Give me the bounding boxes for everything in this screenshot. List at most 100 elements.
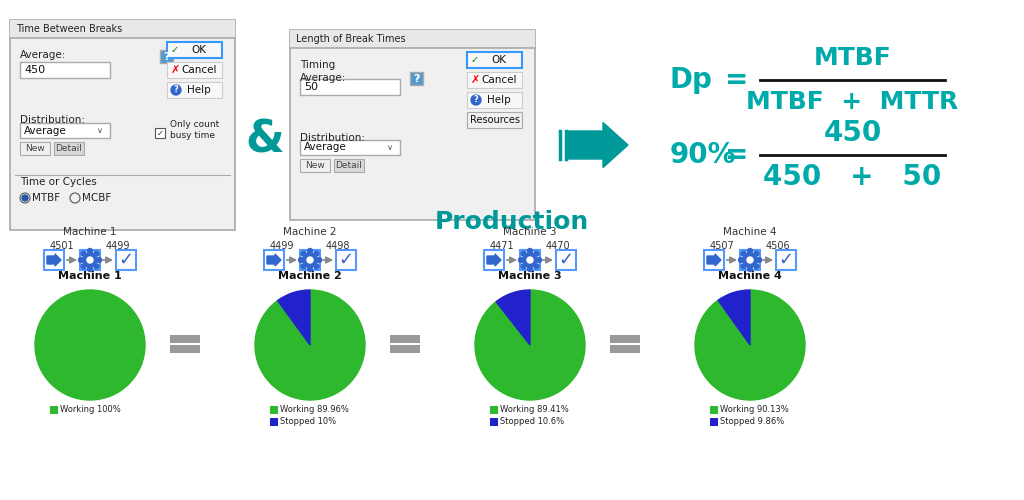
FancyBboxPatch shape <box>264 250 284 270</box>
Text: ✓: ✓ <box>339 251 353 269</box>
Wedge shape <box>35 290 145 400</box>
Circle shape <box>748 248 753 254</box>
FancyBboxPatch shape <box>610 335 640 343</box>
Text: Working 89.96%: Working 89.96% <box>280 406 349 414</box>
Text: ?: ? <box>414 74 420 84</box>
FancyBboxPatch shape <box>390 335 420 343</box>
Text: Machine 3: Machine 3 <box>499 271 562 281</box>
FancyBboxPatch shape <box>520 250 540 270</box>
FancyBboxPatch shape <box>290 30 535 220</box>
Text: &: & <box>246 118 285 162</box>
Text: Machine 2: Machine 2 <box>279 271 342 281</box>
Text: MCBF: MCBF <box>82 193 112 203</box>
Wedge shape <box>695 290 805 400</box>
FancyBboxPatch shape <box>54 142 84 155</box>
Text: 450   +   50: 450 + 50 <box>763 163 942 191</box>
Text: Average: Average <box>304 142 347 152</box>
Text: 450: 450 <box>24 65 45 75</box>
Text: Cancel: Cancel <box>181 65 217 75</box>
FancyBboxPatch shape <box>80 250 100 270</box>
FancyArrow shape <box>267 254 281 266</box>
FancyBboxPatch shape <box>170 345 200 353</box>
Text: ✗: ✗ <box>170 65 179 75</box>
Text: Stopped 10%: Stopped 10% <box>280 418 336 426</box>
Text: MTBF: MTBF <box>814 46 891 70</box>
Text: ✓: ✓ <box>778 251 794 269</box>
FancyBboxPatch shape <box>410 72 423 85</box>
Text: 4470: 4470 <box>546 241 570 251</box>
FancyBboxPatch shape <box>160 50 173 63</box>
Text: Average:: Average: <box>20 50 67 60</box>
FancyBboxPatch shape <box>390 345 420 353</box>
Circle shape <box>96 258 101 262</box>
Text: ✓: ✓ <box>471 55 479 65</box>
Text: Resources: Resources <box>470 115 520 125</box>
FancyBboxPatch shape <box>705 250 724 270</box>
FancyBboxPatch shape <box>44 250 63 270</box>
Text: ?: ? <box>174 86 178 94</box>
Circle shape <box>518 258 523 262</box>
FancyBboxPatch shape <box>20 142 50 155</box>
FancyBboxPatch shape <box>167 42 222 58</box>
Text: ∨: ∨ <box>387 143 393 152</box>
FancyBboxPatch shape <box>556 250 575 270</box>
Text: Distribution:: Distribution: <box>20 115 85 125</box>
Circle shape <box>754 251 759 256</box>
Text: Stopped 10.6%: Stopped 10.6% <box>500 418 564 426</box>
Text: Working 90.13%: Working 90.13% <box>720 406 788 414</box>
FancyBboxPatch shape <box>467 52 522 68</box>
Text: New: New <box>26 144 45 153</box>
Circle shape <box>87 257 93 263</box>
FancyBboxPatch shape <box>290 30 535 48</box>
Wedge shape <box>278 290 310 345</box>
Circle shape <box>738 258 743 262</box>
Text: MTBF: MTBF <box>32 193 60 203</box>
Circle shape <box>741 264 746 269</box>
FancyArrow shape <box>707 254 721 266</box>
Text: MTBF  +  MTTR: MTBF + MTTR <box>746 90 958 114</box>
Text: Average:: Average: <box>300 73 346 83</box>
Text: Average: Average <box>24 126 67 136</box>
Text: Cancel: Cancel <box>481 75 517 85</box>
FancyBboxPatch shape <box>467 72 522 88</box>
FancyBboxPatch shape <box>270 418 278 426</box>
FancyBboxPatch shape <box>490 406 498 414</box>
Circle shape <box>314 251 318 256</box>
FancyArrow shape <box>568 122 628 168</box>
FancyBboxPatch shape <box>300 159 330 172</box>
Text: Working 100%: Working 100% <box>60 406 121 414</box>
Circle shape <box>741 251 746 256</box>
Text: Stopped 9.86%: Stopped 9.86% <box>720 418 784 426</box>
FancyBboxPatch shape <box>167 82 222 98</box>
Circle shape <box>79 258 84 262</box>
FancyBboxPatch shape <box>10 20 234 230</box>
Text: =: = <box>725 141 749 169</box>
Circle shape <box>743 253 757 267</box>
Text: ✓: ✓ <box>558 251 573 269</box>
Circle shape <box>471 95 481 105</box>
Circle shape <box>301 264 306 269</box>
Wedge shape <box>475 290 585 400</box>
Wedge shape <box>496 290 530 345</box>
Circle shape <box>87 248 92 254</box>
Text: Machine 2: Machine 2 <box>284 227 337 237</box>
Text: Time Between Breaks: Time Between Breaks <box>16 24 122 34</box>
Text: Time or Cycles: Time or Cycles <box>20 177 96 187</box>
Text: Help: Help <box>187 85 211 95</box>
FancyArrow shape <box>47 254 61 266</box>
FancyBboxPatch shape <box>490 418 498 426</box>
Circle shape <box>83 253 97 267</box>
Circle shape <box>534 264 539 269</box>
Text: Production: Production <box>435 210 589 234</box>
FancyBboxPatch shape <box>10 20 234 38</box>
Circle shape <box>527 248 532 254</box>
FancyBboxPatch shape <box>740 250 760 270</box>
Text: Only count
busy time: Only count busy time <box>170 120 219 140</box>
FancyBboxPatch shape <box>300 79 400 95</box>
FancyBboxPatch shape <box>270 406 278 414</box>
Text: New: New <box>305 161 325 170</box>
Text: Machine 1: Machine 1 <box>63 227 117 237</box>
Text: Length of Break Times: Length of Break Times <box>296 34 406 44</box>
Text: ✓: ✓ <box>119 251 133 269</box>
FancyBboxPatch shape <box>116 250 136 270</box>
